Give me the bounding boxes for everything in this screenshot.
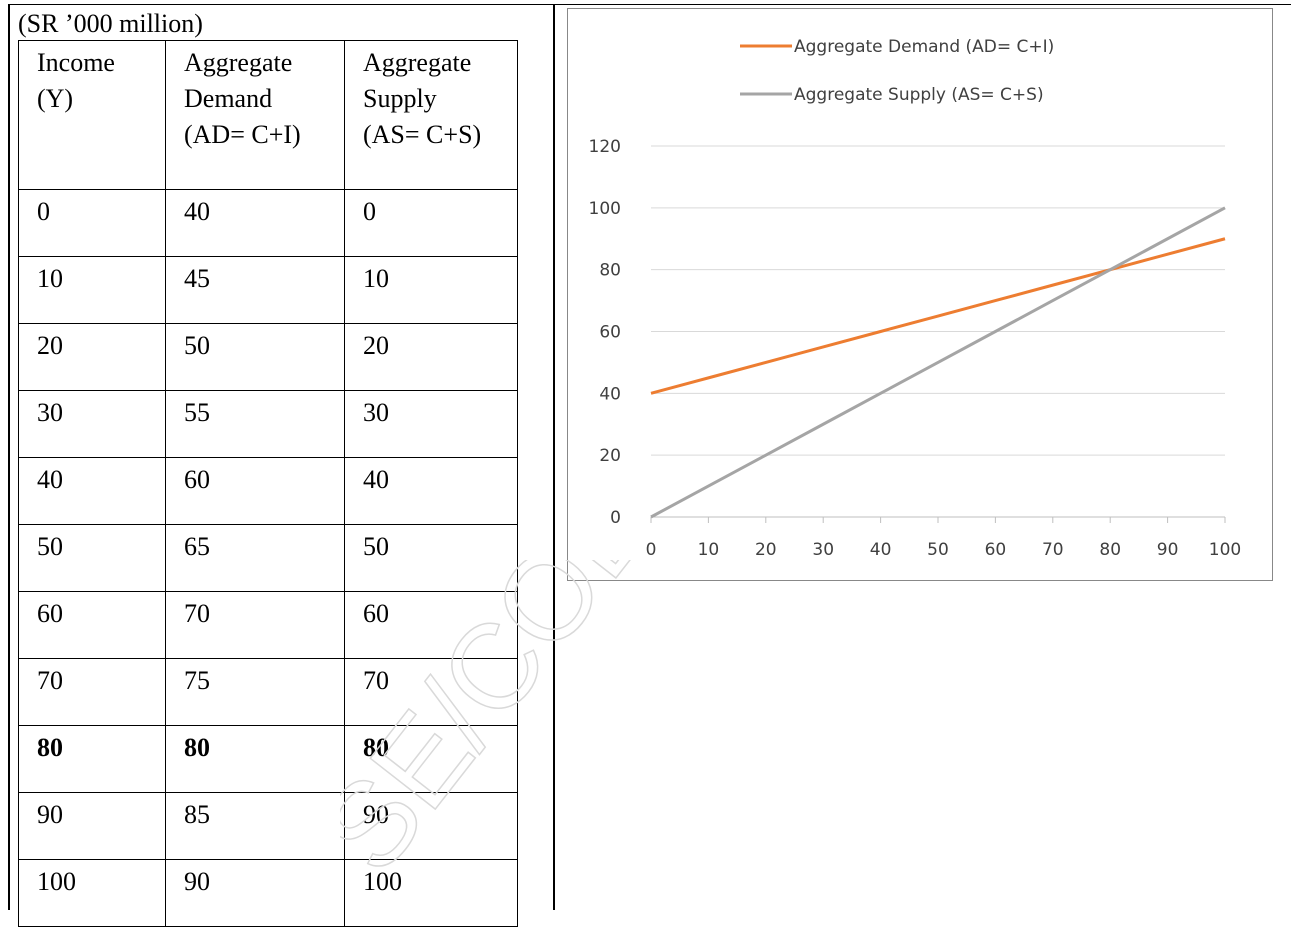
header-aggregate-demand: Aggregate Demand (AD= C+I) — [165, 40, 345, 190]
income-table: Income (Y) Aggregate Demand (AD= C+I) Ag… — [18, 40, 518, 927]
header-line: Aggregate — [184, 48, 293, 77]
x-tick-label: 10 — [698, 540, 720, 560]
legend-label: Aggregate Demand (AD= C+I) — [794, 37, 1054, 57]
y-tick-label: 100 — [589, 199, 621, 219]
line-chart: 0 20 40 60 80 100 120 0 10 20 30 40 50 60 70 80 90 100 Agg… — [589, 37, 1242, 560]
cell-aggregate-supply: 60 — [344, 591, 518, 659]
cell-aggregate-supply: 40 — [344, 457, 518, 525]
header-line: Supply — [363, 84, 437, 113]
cell-aggregate-demand: 50 — [165, 323, 345, 391]
cell-aggregate-supply: 70 — [344, 658, 518, 726]
cell-aggregate-demand: 75 — [165, 658, 345, 726]
header-line: (Y) — [37, 84, 74, 113]
table-row: 30 55 30 — [18, 390, 518, 458]
cell-income: 70 — [18, 658, 166, 726]
table-row: 20 50 20 — [18, 323, 518, 391]
x-tick-label: 30 — [812, 540, 834, 560]
cell-income: 60 — [18, 591, 166, 659]
cell-aggregate-supply: 90 — [344, 792, 518, 860]
table-row: 80 80 80 — [18, 725, 518, 793]
table-unit-note: (SR ’000 million) — [18, 9, 203, 38]
x-tick-label: 20 — [755, 540, 777, 560]
x-tick-label: 40 — [870, 540, 892, 560]
x-tick-label: 50 — [927, 540, 949, 560]
page-frame-top — [8, 4, 1291, 5]
cell-aggregate-demand: 65 — [165, 524, 345, 592]
cell-aggregate-supply: 0 — [344, 189, 518, 257]
x-tick-label: 90 — [1157, 540, 1179, 560]
header-line: (AS= C+S) — [363, 120, 482, 149]
table-row: 10 45 10 — [18, 256, 518, 324]
x-tick-label: 0 — [646, 540, 657, 560]
cell-aggregate-demand: 70 — [165, 591, 345, 659]
cell-income: 80 — [18, 725, 166, 793]
page-frame-left — [8, 4, 10, 910]
y-tick-label: 40 — [599, 384, 621, 404]
legend-label: Aggregate Supply (AS= C+S) — [794, 85, 1044, 105]
x-tick-label: 60 — [985, 540, 1007, 560]
cell-aggregate-supply: 50 — [344, 524, 518, 592]
y-tick-label: 120 — [589, 137, 621, 157]
cell-aggregate-supply: 10 — [344, 256, 518, 324]
cell-income: 90 — [18, 792, 166, 860]
x-tick-label: 100 — [1209, 540, 1241, 560]
cell-aggregate-supply: 100 — [344, 859, 518, 927]
cell-aggregate-demand: 90 — [165, 859, 345, 927]
y-tick-label: 0 — [610, 508, 621, 528]
header-line: Aggregate — [363, 48, 472, 77]
table-row: 100 90 100 — [18, 859, 518, 927]
x-tick-label: 70 — [1042, 540, 1064, 560]
cell-income: 10 — [18, 256, 166, 324]
cell-income: 40 — [18, 457, 166, 525]
cell-aggregate-supply: 80 — [344, 725, 518, 793]
table-body: 0 40 0 10 45 10 20 50 20 30 55 30 40 60 40 50 65 50 60 70 60… — [18, 189, 518, 927]
page-frame-divider — [553, 4, 555, 910]
y-tick-label: 80 — [599, 261, 621, 281]
table-header-row: Income (Y) Aggregate Demand (AD= C+I) Ag… — [18, 40, 518, 190]
cell-income: 100 — [18, 859, 166, 927]
cell-aggregate-demand: 85 — [165, 792, 345, 860]
chart-panel: 0 20 40 60 80 100 120 0 10 20 30 40 50 60 70 80 90 100 Agg… — [567, 8, 1273, 581]
table-row: 60 70 60 — [18, 591, 518, 659]
cell-income: 0 — [18, 189, 166, 257]
cell-income: 20 — [18, 323, 166, 391]
cell-aggregate-demand: 55 — [165, 390, 345, 458]
y-tick-label: 60 — [599, 323, 621, 343]
header-aggregate-supply: Aggregate Supply (AS= C+S) — [344, 40, 518, 190]
cell-aggregate-demand: 40 — [165, 189, 345, 257]
header-line: Demand — [184, 84, 273, 113]
x-tick-label: 80 — [1099, 540, 1121, 560]
table-row: 0 40 0 — [18, 189, 518, 257]
header-income: Income (Y) — [18, 40, 166, 190]
cell-aggregate-demand: 60 — [165, 457, 345, 525]
aggregate-demand-line — [650, 237, 1226, 395]
table-row: 40 60 40 — [18, 457, 518, 525]
aggregate-supply-line — [650, 206, 1226, 519]
header-line: (AD= C+I) — [184, 120, 301, 149]
y-tick-label: 20 — [599, 446, 621, 466]
table-row: 90 85 90 — [18, 792, 518, 860]
table-row: 70 75 70 — [18, 658, 518, 726]
cell-income: 50 — [18, 524, 166, 592]
cell-aggregate-demand: 80 — [165, 725, 345, 793]
cell-aggregate-supply: 30 — [344, 390, 518, 458]
cell-aggregate-supply: 20 — [344, 323, 518, 391]
cell-income: 30 — [18, 390, 166, 458]
header-line: Income — [37, 48, 115, 77]
cell-aggregate-demand: 45 — [165, 256, 345, 324]
table-row: 50 65 50 — [18, 524, 518, 592]
